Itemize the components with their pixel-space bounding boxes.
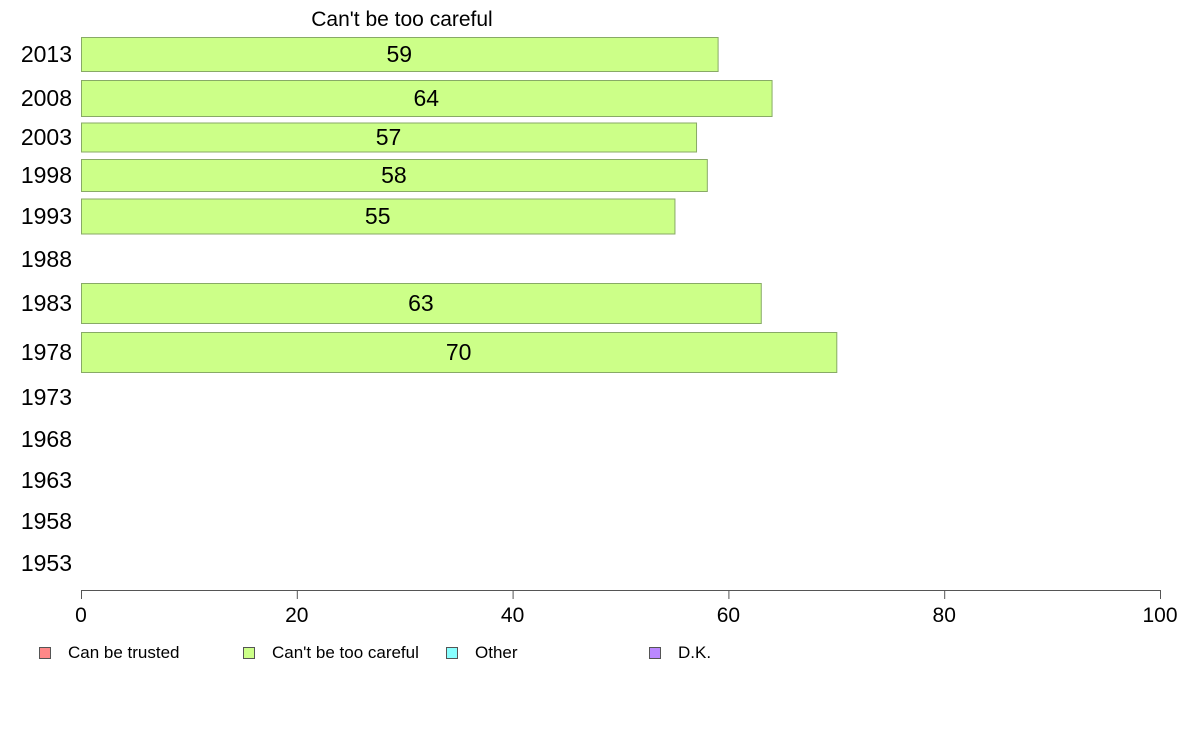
legend-swatch-icon [649,647,661,659]
bar-value-label: 59 [387,41,413,67]
y-tick-label: 1958 [21,508,72,534]
y-tick-label: 2008 [21,85,72,111]
bar-value-label: 57 [376,124,402,150]
y-tick-label: 1963 [21,467,72,493]
legend-label: Can't be too careful [272,643,419,662]
x-tick-label: 80 [933,604,956,627]
bar-value-label: 58 [381,162,407,188]
bar-value-label: 70 [446,339,472,365]
bar-value-label: 63 [408,290,434,316]
bar [81,37,719,72]
legend-item-other: Other [446,642,518,664]
legend-swatch-icon [446,647,458,659]
bar [81,332,838,373]
y-axis-labels: 2013 2008 2003 1998 1993 1988 1983 1978 1973 1968… [21,41,72,576]
y-tick-label: 1998 [21,162,72,188]
y-tick-label: 1993 [21,203,72,229]
x-axis: 0 20 40 60 80 100 [75,590,1178,627]
bar-value-label: 64 [413,85,439,111]
bar-value-label: 55 [365,203,391,229]
x-tick-label: 0 [75,604,87,627]
bar [81,122,698,153]
y-tick-label: 1968 [21,426,72,452]
legend-item-dk: D.K. [649,642,711,664]
x-tick-label: 60 [717,604,740,627]
legend-swatch-icon [39,647,51,659]
bar [81,80,773,117]
y-tick-label: 1988 [21,246,72,272]
legend-label: Other [475,643,518,662]
x-tick-label: 100 [1142,604,1177,627]
legend: Can be trusted Can't be too careful Othe… [0,642,1188,666]
bar [81,159,708,192]
y-tick-label: 1953 [21,550,72,576]
bar [81,283,762,324]
legend-swatch-icon [243,647,255,659]
y-tick-label: 1973 [21,384,72,410]
legend-label: Can be trusted [68,643,180,662]
legend-item-can-be-trusted: Can be trusted [39,642,180,664]
x-tick-label: 40 [501,604,524,627]
y-tick-label: 1983 [21,290,72,316]
y-tick-label: 2003 [21,124,72,150]
legend-label: D.K. [678,643,712,662]
bar [81,198,676,235]
chart-title: Can't be too careful [311,8,492,31]
x-tick-label: 20 [285,604,308,627]
y-tick-label: 2013 [21,41,72,67]
legend-item-cant-be-too-careful: Can't be too careful [243,642,419,664]
y-tick-label: 1978 [21,339,72,365]
